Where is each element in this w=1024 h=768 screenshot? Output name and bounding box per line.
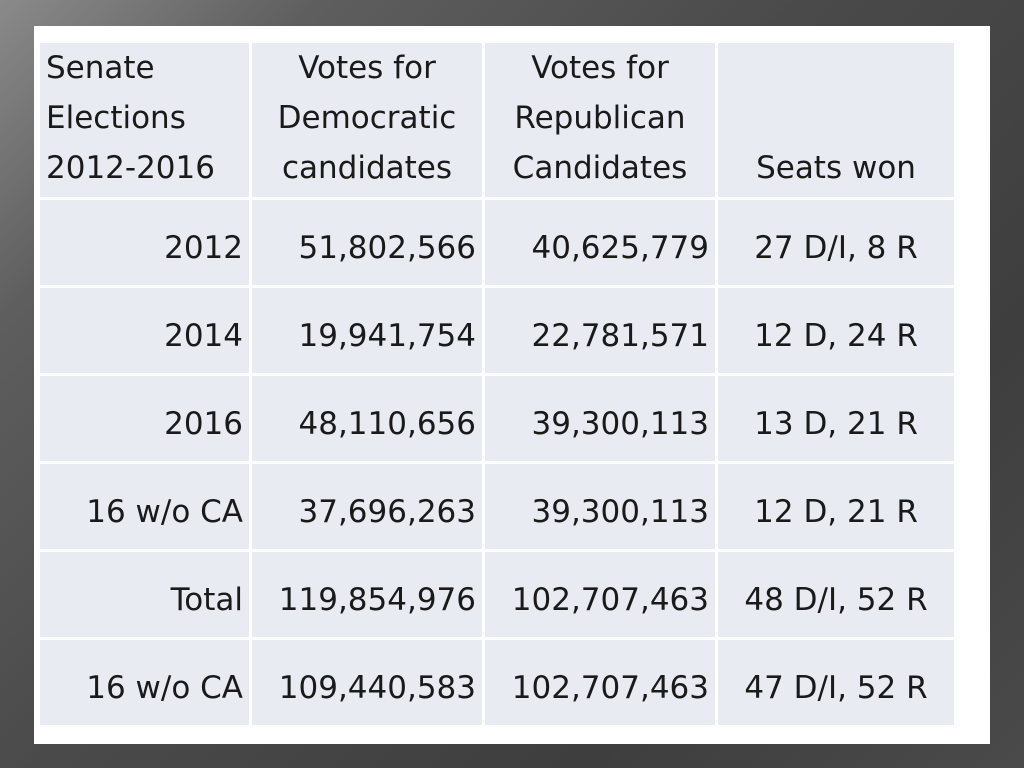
slide-panel: Senate Elections 2012-2016 Votes for Dem… [34,26,990,744]
democratic-votes-cell: 119,854,976 [249,549,485,640]
table-row: 16 w/o CA 37,696,263 39,300,113 12 D, 21… [37,461,957,552]
table-row: Total 119,854,976 102,707,463 48 D/I, 52… [37,549,957,640]
republican-votes-cell: 102,707,463 [482,637,718,728]
senate-elections-table: Senate Elections 2012-2016 Votes for Dem… [37,40,957,728]
republican-votes-cell: 22,781,571 [482,285,718,376]
header-votes-democratic: Votes for Democratic candidates [249,40,485,200]
republican-votes-cell: 40,625,779 [482,197,718,288]
democratic-votes-cell: 19,941,754 [249,285,485,376]
header-seats-won: Seats won [715,40,957,200]
table-row: 2014 19,941,754 22,781,571 12 D, 24 R [37,285,957,376]
header-senate-elections: Senate Elections 2012-2016 [37,40,252,200]
seats-won-cell: 48 D/I, 52 R [715,549,957,640]
header-line: Republican [514,100,686,136]
row-label: 2014 [37,285,252,376]
header-line: Senate [46,50,155,86]
header-line: Votes for [298,50,436,86]
republican-votes-cell: 39,300,113 [482,461,718,552]
row-label: 16 w/o CA [37,461,252,552]
row-label: Total [37,549,252,640]
seats-won-cell: 47 D/I, 52 R [715,637,957,728]
row-label: 2016 [37,373,252,464]
seats-won-cell: 13 D, 21 R [715,373,957,464]
table-row: 2016 48,110,656 39,300,113 13 D, 21 R [37,373,957,464]
header-line: 2012-2016 [46,150,215,186]
row-label: 2012 [37,197,252,288]
header-line: Votes for [531,50,669,86]
democratic-votes-cell: 109,440,583 [249,637,485,728]
democratic-votes-cell: 51,802,566 [249,197,485,288]
header-line: Democratic [277,100,457,136]
republican-votes-cell: 39,300,113 [482,373,718,464]
seats-won-cell: 12 D, 21 R [715,461,957,552]
header-line: Candidates [512,150,688,186]
header-line: Elections [46,100,186,136]
table-row: 16 w/o CA 109,440,583 102,707,463 47 D/I… [37,637,957,728]
row-label: 16 w/o CA [37,637,252,728]
republican-votes-cell: 102,707,463 [482,549,718,640]
democratic-votes-cell: 37,696,263 [249,461,485,552]
header-line: candidates [281,150,453,186]
header-line: Seats won [756,150,916,186]
seats-won-cell: 12 D, 24 R [715,285,957,376]
header-votes-republican: Votes for Republican Candidates [482,40,718,200]
table-header-row: Senate Elections 2012-2016 Votes for Dem… [37,40,957,200]
democratic-votes-cell: 48,110,656 [249,373,485,464]
table-row: 2012 51,802,566 40,625,779 27 D/I, 8 R [37,197,957,288]
seats-won-cell: 27 D/I, 8 R [715,197,957,288]
